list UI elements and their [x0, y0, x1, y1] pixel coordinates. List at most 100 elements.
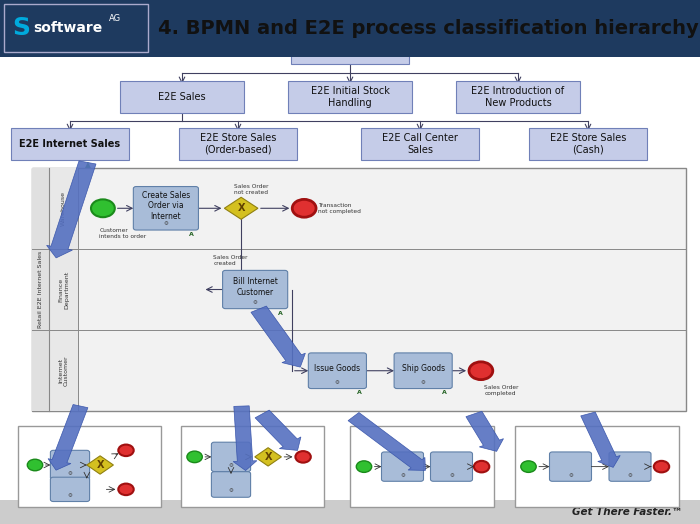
Text: Finance
Department: Finance Department	[58, 270, 69, 309]
FancyBboxPatch shape	[609, 452, 651, 481]
FancyBboxPatch shape	[49, 330, 78, 411]
Text: Warehouse: Warehouse	[61, 191, 66, 226]
FancyBboxPatch shape	[514, 426, 679, 507]
Circle shape	[295, 451, 311, 463]
FancyBboxPatch shape	[0, 500, 700, 524]
Text: ⚙: ⚙	[400, 473, 405, 477]
Text: ⚙: ⚙	[335, 380, 340, 385]
FancyBboxPatch shape	[0, 57, 700, 524]
Text: E2E Internet Sales: E2E Internet Sales	[20, 139, 120, 149]
Circle shape	[356, 461, 372, 473]
Text: Create Sales
Order via
Internet: Create Sales Order via Internet	[142, 191, 190, 221]
Circle shape	[118, 484, 134, 495]
Text: Get There Faster.™: Get There Faster.™	[572, 507, 682, 518]
Text: X: X	[265, 452, 272, 462]
Text: E2E Initial Stock
Handling: E2E Initial Stock Handling	[311, 86, 389, 108]
Text: ⚙: ⚙	[568, 473, 573, 477]
Text: AG: AG	[108, 14, 120, 24]
Text: Transaction
not completed: Transaction not completed	[318, 203, 361, 214]
Text: ⚙: ⚙	[229, 463, 233, 468]
FancyArrow shape	[233, 406, 257, 471]
FancyArrow shape	[348, 412, 426, 471]
FancyBboxPatch shape	[382, 452, 423, 481]
Polygon shape	[224, 197, 258, 219]
FancyBboxPatch shape	[550, 452, 592, 481]
Circle shape	[293, 199, 316, 217]
FancyBboxPatch shape	[18, 426, 161, 507]
Text: ⚙: ⚙	[628, 473, 632, 477]
Text: Sales Order
created: Sales Order created	[214, 255, 248, 266]
Text: X: X	[237, 203, 245, 213]
Text: Retail E2E Internet Sales: Retail E2E Internet Sales	[38, 251, 43, 328]
Circle shape	[118, 444, 134, 456]
Text: ⚙: ⚙	[253, 300, 258, 305]
FancyBboxPatch shape	[49, 168, 78, 249]
FancyBboxPatch shape	[181, 426, 324, 507]
FancyBboxPatch shape	[0, 0, 700, 57]
Circle shape	[27, 459, 43, 471]
Text: ⚙: ⚙	[229, 488, 233, 494]
Text: E2E Introduction of
New Products: E2E Introduction of New Products	[471, 86, 565, 108]
FancyBboxPatch shape	[430, 452, 473, 481]
FancyBboxPatch shape	[529, 128, 647, 160]
FancyBboxPatch shape	[50, 450, 90, 479]
FancyBboxPatch shape	[456, 81, 580, 113]
Text: software: software	[34, 21, 103, 35]
FancyArrow shape	[581, 412, 620, 467]
Circle shape	[521, 461, 536, 473]
Text: E2E Call Center
Sales: E2E Call Center Sales	[382, 133, 458, 155]
FancyBboxPatch shape	[50, 477, 90, 501]
Text: A: A	[278, 311, 283, 316]
FancyBboxPatch shape	[223, 270, 288, 309]
Circle shape	[469, 362, 493, 380]
FancyBboxPatch shape	[120, 81, 244, 113]
FancyBboxPatch shape	[11, 128, 129, 160]
Text: Issue Goods: Issue Goods	[314, 364, 360, 373]
FancyBboxPatch shape	[211, 442, 251, 472]
FancyBboxPatch shape	[49, 249, 78, 330]
Text: ⚙: ⚙	[449, 473, 454, 477]
Circle shape	[474, 461, 489, 473]
FancyBboxPatch shape	[291, 35, 409, 64]
Text: Sales Order
not created: Sales Order not created	[234, 184, 269, 195]
Text: E2E Store Sales
(Cash): E2E Store Sales (Cash)	[550, 133, 626, 155]
Polygon shape	[87, 456, 113, 474]
Text: ▲: ▲	[85, 160, 90, 169]
Text: E2E Scenarios: E2E Scenarios	[313, 45, 387, 55]
FancyBboxPatch shape	[4, 4, 148, 52]
Text: ⚙: ⚙	[164, 221, 168, 226]
Text: ⚙: ⚙	[68, 471, 72, 476]
FancyBboxPatch shape	[211, 472, 251, 497]
Text: Sales Order
completed: Sales Order completed	[484, 386, 519, 396]
Text: Ship Goods: Ship Goods	[402, 364, 444, 373]
FancyBboxPatch shape	[309, 353, 367, 389]
FancyBboxPatch shape	[350, 426, 494, 507]
FancyArrow shape	[47, 161, 96, 258]
FancyBboxPatch shape	[32, 168, 49, 411]
Text: Internet
Customer: Internet Customer	[58, 355, 69, 386]
Text: E2E Store Sales
(Order-based): E2E Store Sales (Order-based)	[199, 133, 276, 155]
FancyArrow shape	[466, 411, 503, 451]
FancyArrow shape	[48, 405, 88, 470]
Text: ⚙: ⚙	[68, 493, 72, 498]
Text: E2E Sales: E2E Sales	[158, 92, 206, 102]
Text: Customer
intends to order: Customer intends to order	[99, 228, 146, 239]
Circle shape	[654, 461, 669, 473]
FancyBboxPatch shape	[394, 353, 452, 389]
Text: ⚙: ⚙	[421, 380, 426, 385]
Text: S: S	[13, 16, 31, 40]
Text: Bill Internet
Customer: Bill Internet Customer	[232, 277, 278, 297]
FancyArrow shape	[251, 306, 305, 367]
Circle shape	[187, 451, 202, 463]
FancyBboxPatch shape	[288, 81, 412, 113]
Text: A: A	[189, 232, 193, 237]
FancyBboxPatch shape	[179, 128, 297, 160]
Text: 4. BPMN and E2E process classification hierarchy: 4. BPMN and E2E process classification h…	[158, 19, 699, 38]
Circle shape	[91, 199, 115, 217]
Text: A: A	[442, 390, 447, 395]
FancyBboxPatch shape	[361, 128, 479, 160]
FancyArrow shape	[255, 410, 301, 451]
FancyBboxPatch shape	[32, 168, 686, 411]
Text: X: X	[97, 460, 104, 470]
FancyBboxPatch shape	[133, 187, 199, 230]
